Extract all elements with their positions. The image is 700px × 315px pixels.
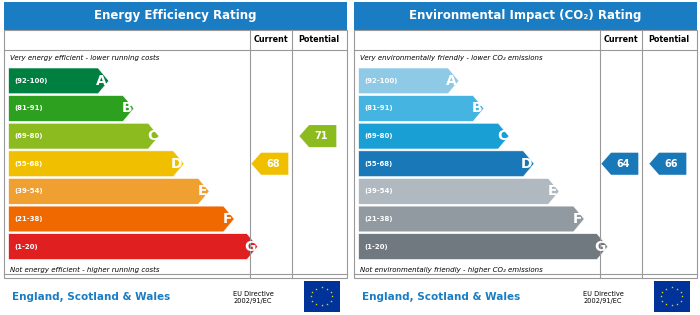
Polygon shape xyxy=(650,153,686,175)
Text: (39-54): (39-54) xyxy=(365,188,393,194)
Text: (81-91): (81-91) xyxy=(15,106,43,112)
Polygon shape xyxy=(8,179,209,204)
Polygon shape xyxy=(8,234,258,260)
Text: A: A xyxy=(97,74,107,88)
Text: (55-68): (55-68) xyxy=(15,161,43,167)
Text: (1-20): (1-20) xyxy=(15,243,38,249)
Text: EU Directive
2002/91/EC: EU Directive 2002/91/EC xyxy=(233,291,274,304)
Text: E: E xyxy=(198,184,207,198)
Text: G: G xyxy=(595,240,606,254)
Polygon shape xyxy=(251,153,288,175)
Bar xyxy=(654,281,690,312)
Text: 71: 71 xyxy=(314,131,328,141)
Text: (55-68): (55-68) xyxy=(365,161,393,167)
Text: Potential: Potential xyxy=(298,35,340,44)
Text: A: A xyxy=(447,74,457,88)
Text: F: F xyxy=(573,212,582,226)
Text: B: B xyxy=(122,101,132,116)
Text: F: F xyxy=(223,212,232,226)
Polygon shape xyxy=(601,153,638,175)
Polygon shape xyxy=(358,179,559,204)
Text: 66: 66 xyxy=(664,159,678,169)
Text: (69-80): (69-80) xyxy=(365,133,393,139)
Text: G: G xyxy=(245,240,256,254)
Polygon shape xyxy=(358,96,484,121)
Text: B: B xyxy=(472,101,482,116)
Text: Current: Current xyxy=(603,35,638,44)
Polygon shape xyxy=(358,68,459,94)
Text: England, Scotland & Wales: England, Scotland & Wales xyxy=(362,292,520,302)
Text: EU Directive
2002/91/EC: EU Directive 2002/91/EC xyxy=(583,291,624,304)
Bar xyxy=(354,2,696,30)
Polygon shape xyxy=(358,151,534,177)
Polygon shape xyxy=(8,96,134,121)
Text: (69-80): (69-80) xyxy=(15,133,43,139)
Polygon shape xyxy=(8,123,159,149)
Polygon shape xyxy=(358,234,608,260)
Bar xyxy=(354,30,696,278)
Text: (21-38): (21-38) xyxy=(15,216,43,222)
Text: Potential: Potential xyxy=(648,35,690,44)
Text: England, Scotland & Wales: England, Scotland & Wales xyxy=(12,292,170,302)
Text: (92-100): (92-100) xyxy=(365,78,398,84)
Polygon shape xyxy=(8,151,184,177)
Text: 68: 68 xyxy=(266,159,280,169)
Text: C: C xyxy=(497,129,508,143)
Text: 64: 64 xyxy=(616,159,629,169)
Text: D: D xyxy=(521,157,533,171)
Polygon shape xyxy=(358,123,509,149)
Polygon shape xyxy=(300,125,336,147)
Text: D: D xyxy=(171,157,183,171)
Bar xyxy=(4,2,346,30)
Text: Current: Current xyxy=(253,35,288,44)
Text: Not energy efficient - higher running costs: Not energy efficient - higher running co… xyxy=(10,267,160,273)
Bar xyxy=(4,30,346,278)
Text: Energy Efficiency Rating: Energy Efficiency Rating xyxy=(94,9,256,22)
Text: C: C xyxy=(147,129,158,143)
Text: (1-20): (1-20) xyxy=(365,243,388,249)
Polygon shape xyxy=(358,206,584,232)
Text: Environmental Impact (CO₂) Rating: Environmental Impact (CO₂) Rating xyxy=(409,9,641,22)
Bar xyxy=(304,281,340,312)
Polygon shape xyxy=(8,68,108,94)
Text: (39-54): (39-54) xyxy=(15,188,43,194)
Text: Not environmentally friendly - higher CO₂ emissions: Not environmentally friendly - higher CO… xyxy=(360,267,543,273)
Text: E: E xyxy=(548,184,557,198)
Text: (21-38): (21-38) xyxy=(365,216,393,222)
Text: (92-100): (92-100) xyxy=(15,78,48,84)
Text: Very environmentally friendly - lower CO₂ emissions: Very environmentally friendly - lower CO… xyxy=(360,55,543,61)
Text: (81-91): (81-91) xyxy=(365,106,393,112)
Text: Very energy efficient - lower running costs: Very energy efficient - lower running co… xyxy=(10,55,160,61)
Polygon shape xyxy=(8,206,234,232)
